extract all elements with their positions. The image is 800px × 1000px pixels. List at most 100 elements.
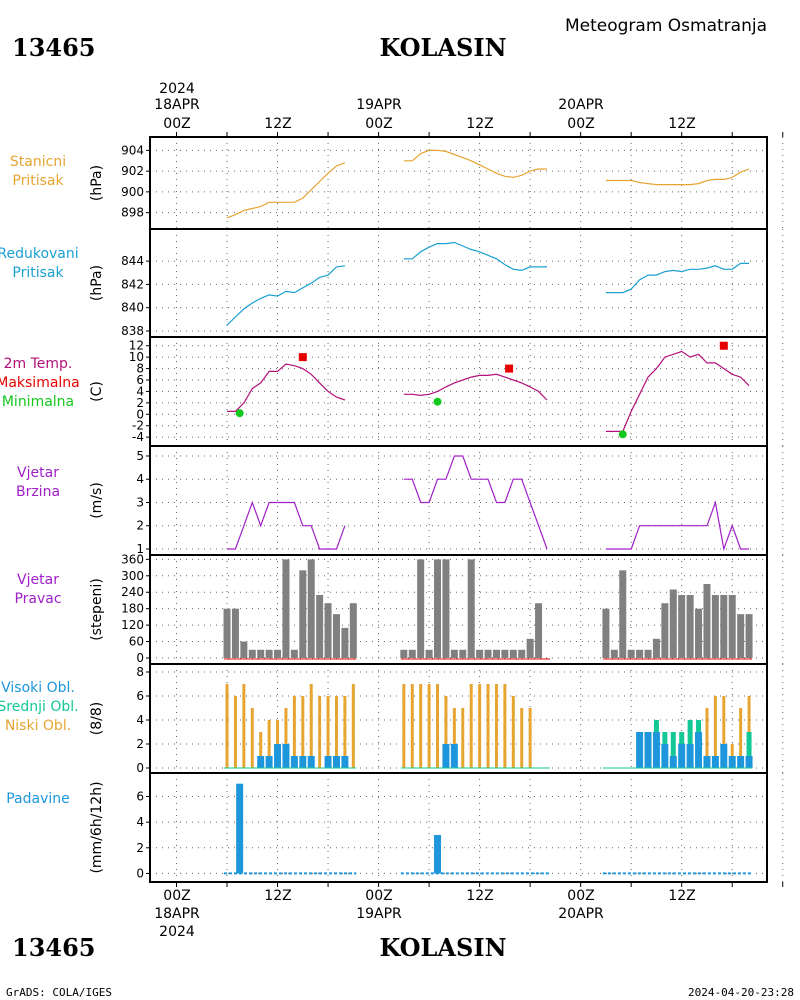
panel-label-line: Brzina (16, 484, 60, 500)
y-axis-label: (stepeni) (89, 578, 105, 641)
cloud-bar (669, 756, 677, 768)
cloud-bar (259, 732, 263, 768)
cloud-bar (326, 696, 330, 768)
direction-bar (408, 649, 416, 658)
top-year-label: 2024 (159, 81, 195, 97)
bottom-hour-label-1: 00Z (163, 888, 190, 904)
cloud-bar (695, 732, 703, 768)
direction-bar (274, 649, 282, 658)
cloud-bar (528, 708, 532, 768)
panel-label-line: Redukovani (0, 246, 79, 262)
direction-bar (240, 641, 248, 658)
y-tick-label: 5 (136, 449, 144, 463)
panel-label-line: Vjetar (17, 572, 59, 588)
cloud-bar (267, 720, 271, 768)
y-tick-label: -2 (132, 419, 144, 433)
direction-bar (484, 649, 492, 658)
cloud-bar (265, 756, 273, 768)
series-line (403, 455, 548, 550)
y-axis-label: (C) (89, 381, 105, 402)
y-tick-label: 844 (121, 254, 144, 268)
y-tick-label: 842 (121, 277, 144, 291)
direction-bar (644, 649, 652, 658)
cloud-bar (299, 756, 307, 768)
direction-bar (459, 649, 467, 658)
y-tick-label: 840 (121, 301, 144, 315)
max-temp-marker (719, 341, 728, 350)
cloud-bar (739, 708, 743, 768)
cloud-bar (290, 756, 298, 768)
direction-bar (349, 603, 357, 658)
panel-label-line: Stanicni (10, 154, 66, 170)
panel-padavine: 0 2 4 6 Padavine (mm/6h/12h) (6, 772, 784, 883)
series-line (403, 149, 547, 179)
direction-bar (636, 649, 644, 658)
station-id-bottom: 13465 (12, 933, 96, 962)
panel-vjetar-brzina: 1 2 3 4 5 Vjetar Brzina (m/s) (16, 445, 784, 556)
cloud-bar (442, 744, 450, 768)
cloud-bar (711, 756, 719, 768)
cloud-bar (452, 708, 456, 768)
direction-bar (627, 649, 635, 658)
cloud-bar (720, 744, 728, 768)
y-tick-label: 8 (136, 665, 144, 679)
cloud-bar (301, 696, 305, 768)
cloud-bar (307, 756, 315, 768)
direction-bar (434, 559, 442, 658)
top-midday-label-2: 12Z (466, 116, 493, 132)
direction-bar (678, 594, 686, 658)
y-tick-label: 180 (121, 602, 144, 616)
y-tick-label: 240 (121, 585, 144, 599)
y-tick-label: 10 (129, 350, 144, 364)
y-tick-label: 300 (121, 569, 144, 583)
y-tick-label: 3 (136, 495, 144, 509)
direction-bar (299, 570, 307, 658)
series-line (605, 350, 750, 432)
direction-bar (265, 649, 273, 658)
cloud-bar (469, 684, 473, 768)
cloud-bar (410, 684, 414, 768)
station-name-bottom: KOLASIN (379, 933, 506, 962)
precip-bar (434, 834, 442, 874)
cloud-bar (257, 756, 265, 768)
y-tick-label: -4 (132, 430, 144, 444)
y-tick-label: 1 (136, 542, 144, 556)
direction-bar (324, 603, 332, 658)
bottom-midday-label-3: 12Z (668, 888, 695, 904)
station-name-top: KOLASIN (379, 33, 506, 62)
direction-bar (509, 649, 517, 658)
min-temp-marker (618, 430, 627, 439)
direction-bar (619, 570, 627, 658)
bottom-hour-label-2: 00Z (365, 888, 392, 904)
bottom-year-label: 2024 (159, 924, 195, 940)
cloud-bar (713, 696, 717, 768)
direction-bar (417, 559, 425, 658)
panel-vjetar-pravac: 0 60 120 180 240 300 360 Vjetar Pravac (stepeni) (14, 552, 784, 665)
cloud-bar (728, 756, 736, 768)
y-tick-label: 2 (136, 519, 144, 533)
panel-label-line: Visoki Obl. (1, 680, 75, 696)
panel-label-line: Pritisak (12, 265, 64, 281)
precip-bar (236, 783, 244, 874)
cloud-bar (746, 732, 752, 768)
min-temp-marker (433, 397, 442, 406)
series-line (227, 363, 346, 412)
cloud-bar (419, 684, 423, 768)
direction-bar (711, 594, 719, 658)
direction-bar (467, 559, 475, 658)
y-tick-label: 4 (136, 815, 144, 829)
direction-bar (652, 638, 660, 658)
panel-label-line: Pritisak (12, 173, 64, 189)
cloud-bar (341, 756, 349, 768)
panel-frame (149, 445, 768, 556)
panel-stanicni-pritisak: 898 900 902 904 Stanicni Pritisak (hPa) (10, 136, 784, 230)
panel-label-line: Srednji Obl. (0, 699, 79, 715)
direction-bar (307, 559, 315, 658)
cloud-bar (444, 696, 448, 768)
panel-frame (149, 228, 768, 338)
direction-bar (720, 594, 728, 658)
direction-bar (535, 603, 543, 658)
y-tick-label: 2 (136, 396, 144, 410)
direction-bar (610, 649, 618, 658)
